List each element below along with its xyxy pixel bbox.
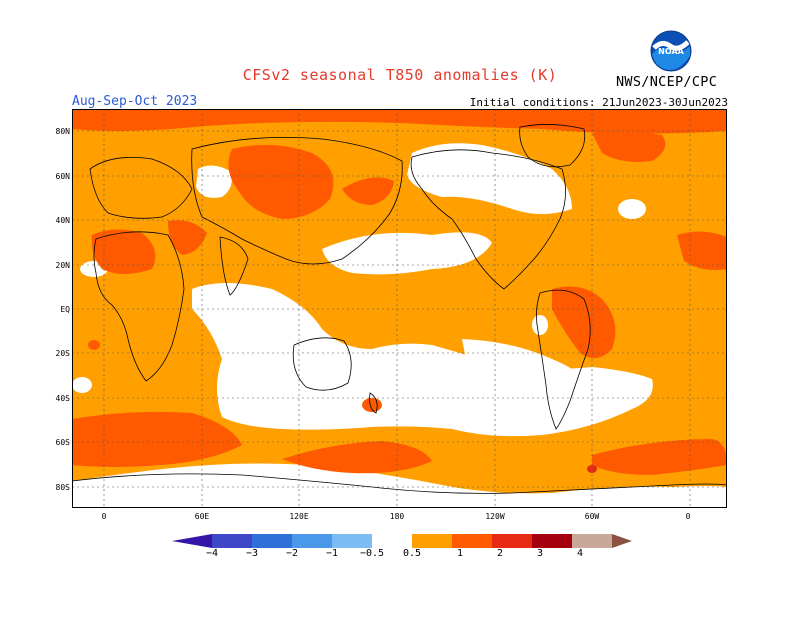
scale-label-neg2: −2 [285,548,299,559]
scale-arrow-left [172,534,212,548]
scale-arrow-right [612,534,632,548]
lat-label-20s: 20S [55,349,70,358]
lon-label-120e: 120E [289,512,309,521]
lat-label-eq: EQ [60,305,70,314]
scale-swatch-6 [412,534,452,548]
lat-label-40s: 40S [55,394,70,403]
lat-label-80s: 80S [55,483,70,492]
scale-label-0-5: 0.5 [402,548,422,559]
scale-swatch-3 [292,534,332,548]
lon-label-0-east: 0 [685,512,691,521]
scale-label-neg0-5: −0.5 [359,548,385,559]
agency-label: NWS/NCEP/CPC [616,74,718,90]
color-scale-bar [172,534,632,548]
anomaly-region-south-america [552,286,616,359]
lon-label-180: 180 [389,512,405,521]
lon-label-60w: 60W [584,512,600,521]
season-label: Aug-Sep-Oct 2023 [72,94,198,109]
map-title: CFSv2 seasonal T850 anomalies (K) [242,66,558,84]
scale-swatch-10 [572,534,612,548]
anomaly-map [72,109,727,508]
anomaly-region-siberia [228,144,334,219]
scale-label-1: 1 [456,548,464,559]
lat-label-60n: 60N [55,172,70,181]
lon-label-120w: 120W [485,512,505,521]
scale-label-4: 4 [576,548,584,559]
anomaly-region-arctic [72,109,727,134]
initial-conditions-label: Initial conditions: 21Jun2023-30Jun2023 [469,96,728,109]
scale-label-neg4: −4 [205,548,219,559]
noaa-logo: NOAA [650,30,692,72]
scale-swatch-4 [332,534,372,548]
scale-swatch-7 [452,534,492,548]
scale-label-2: 2 [496,548,504,559]
scale-swatch-1 [212,534,252,548]
scale-label-neg3: −3 [245,548,259,559]
anomaly-region-sahara [91,229,156,274]
scale-swatch-8 [492,534,532,548]
grid-lines [72,109,727,508]
lat-label-40n: 40N [55,216,70,225]
noaa-logo-text: NOAA [658,47,684,56]
scale-swatch-2 [252,534,292,548]
scale-swatch-5 [372,534,412,548]
anomaly-region-southern-ocean [72,411,242,467]
scale-swatch-9 [532,534,572,548]
lat-label-80n: 80N [55,127,70,136]
lon-label-60e: 60E [194,512,210,521]
lon-label-0-west: 0 [101,512,107,521]
coastlines [72,124,727,494]
scale-label-neg1: −1 [325,548,339,559]
lat-label-20n: 20N [55,261,70,270]
lat-label-60s: 60S [55,438,70,447]
scale-label-3: 3 [536,548,544,559]
